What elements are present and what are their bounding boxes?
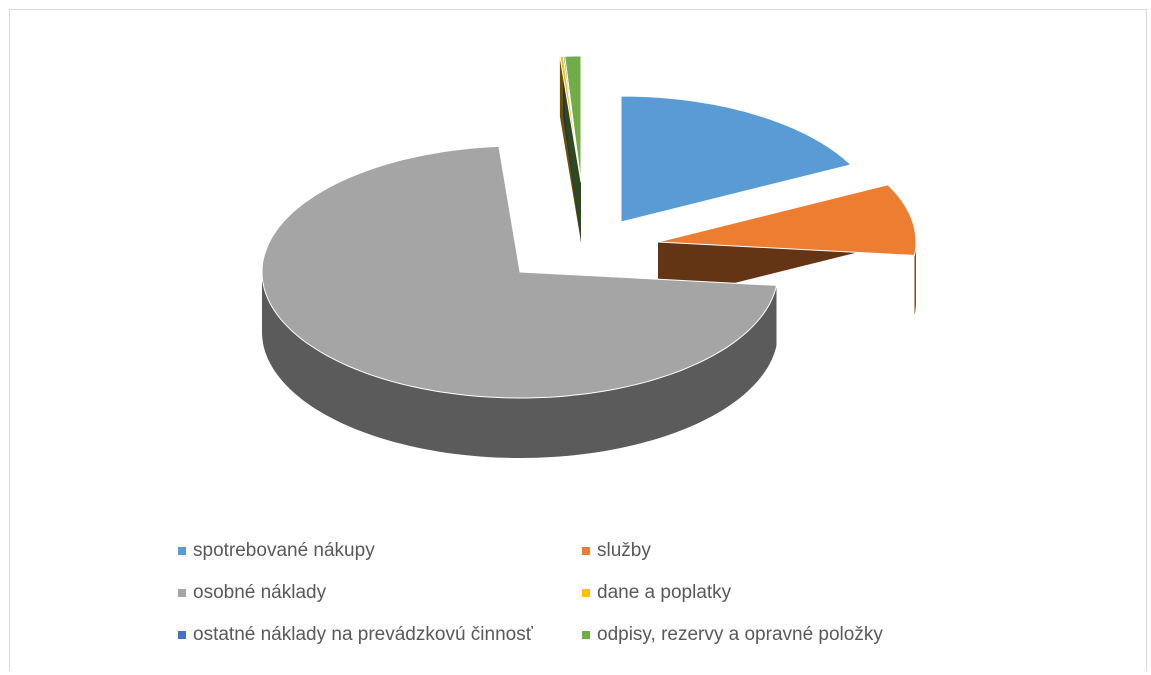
legend-label: spotrebované nákupy (193, 539, 375, 561)
legend-label: služby (597, 539, 651, 561)
legend-label: dane a poplatky (597, 581, 732, 603)
legend: spotrebované nákupy služby osobné náklad… (178, 536, 978, 649)
pie-tops (261, 55, 917, 399)
pie-slice (261, 145, 778, 399)
pie-slice-wall (914, 242, 916, 316)
chart-frame (9, 9, 1147, 671)
legend-swatch (178, 546, 186, 555)
pie-slice (620, 95, 852, 223)
legend-item: služby (582, 536, 982, 565)
pie-slice (564, 55, 582, 183)
legend-item: odpisy, rezervy a opravné položky (582, 620, 982, 649)
legend-swatch (582, 546, 590, 555)
pie-slice-wall (262, 272, 777, 458)
legend-label: odpisy, rezervy a opravné položky (597, 623, 883, 645)
legend-item: spotrebované nákupy (178, 536, 582, 565)
legend-swatch (582, 588, 590, 597)
legend-label: osobné náklady (193, 581, 327, 603)
legend-item: dane a poplatky (582, 578, 982, 607)
legend-item: ostatné náklady na prevádzkovú činnosť (178, 620, 582, 649)
legend-label: ostatné náklady na prevádzkovú činnosť (193, 623, 533, 645)
legend-swatch (178, 630, 186, 639)
legend-item: osobné náklady (178, 578, 582, 607)
pie-slice (657, 184, 917, 256)
legend-swatch (582, 630, 590, 639)
legend-swatch (178, 588, 186, 597)
